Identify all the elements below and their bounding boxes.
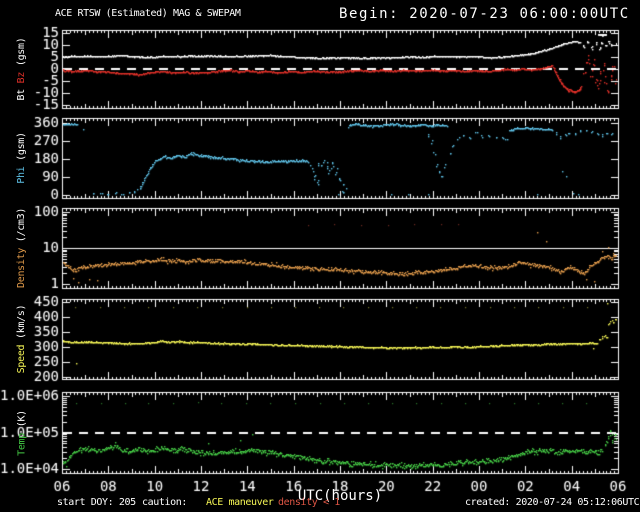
y-axis-label-part: Density bbox=[16, 247, 27, 288]
footer-density-warning: density < 1 bbox=[278, 497, 340, 508]
y-axis-label-part: (/cm3) bbox=[16, 207, 27, 248]
y-axis-label-part: Temp bbox=[16, 432, 27, 456]
footer-caution-label: caution: bbox=[142, 497, 187, 508]
footer-maneuver-note: ACE maneuver bbox=[206, 497, 274, 508]
begin-timestamp: Begin: 2020-07-23 06:00:00UTC bbox=[339, 6, 630, 22]
x-axis-label: UTC(hours) bbox=[297, 488, 383, 504]
y-axis-label-temp: Temp (K) bbox=[14, 392, 30, 473]
y-axis-label-part: (gsm) bbox=[16, 37, 27, 72]
y-axis-label-part: Speed bbox=[16, 344, 27, 374]
y-axis-label-phi: Phi (gsm) bbox=[14, 118, 30, 198]
y-axis-label-part: Bt bbox=[16, 83, 27, 101]
footer-start-doy: start DOY: 205 bbox=[57, 497, 136, 508]
plot-title: ACE RTSW (Estimated) MAG & SWEPAM bbox=[55, 8, 241, 19]
y-axis-label-part: Bz bbox=[16, 71, 27, 84]
y-axis-label-bt-bz: Bt Bz (gsm) bbox=[14, 30, 30, 108]
y-axis-label-speed: Speed (km/s) bbox=[14, 299, 30, 379]
y-axis-label-part: (km/s) bbox=[16, 304, 27, 345]
y-axis-label-part: (K) bbox=[16, 409, 27, 433]
y-axis-label-part: Phi bbox=[16, 166, 27, 184]
y-axis-label-part: (gsm) bbox=[16, 132, 27, 167]
footer-created-timestamp: created: 2020-07-24 05:12:06UTC bbox=[465, 497, 640, 508]
y-axis-label-density: Density (/cm3) bbox=[14, 208, 30, 288]
